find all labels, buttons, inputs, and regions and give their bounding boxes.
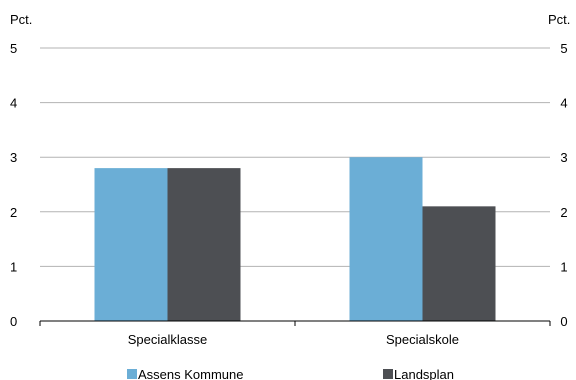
category-label: Specialklasse: [128, 332, 208, 347]
category-label: Specialskole: [386, 332, 459, 347]
y-tick-label-left: 5: [10, 41, 17, 56]
y-tick-label-right: 2: [560, 205, 567, 220]
bars: [94, 157, 496, 321]
legend-label: Landsplan: [394, 367, 454, 380]
y-tick-label-right: 5: [560, 41, 567, 56]
left-axis-ticks: 0 1 2 3 4 5: [10, 41, 17, 329]
legend: Assens Kommune Landsplan: [127, 367, 454, 380]
y-tick-label-left: 1: [10, 259, 17, 274]
bar-landsplan-1: [422, 206, 496, 321]
category-labels: Specialklasse Specialskole: [128, 332, 459, 347]
y-tick-label-left: 4: [10, 96, 17, 111]
y-tick-label-left: 3: [10, 150, 17, 165]
legend-swatch: [127, 369, 137, 379]
right-axis-unit: Pct.: [548, 12, 570, 27]
bar-landsplan-0: [167, 168, 241, 321]
legend-swatch: [383, 369, 393, 379]
y-tick-label-right: 1: [560, 259, 567, 274]
legend-label: Assens Kommune: [138, 367, 244, 380]
right-axis-ticks: 0 1 2 3 4 5: [560, 41, 567, 329]
bar-assens-1: [349, 157, 423, 321]
y-tick-label-right: 4: [560, 96, 567, 111]
x-axis-ticks: [39, 321, 551, 326]
y-tick-label-right: 3: [560, 150, 567, 165]
left-axis-unit: Pct.: [10, 12, 32, 27]
y-tick-label-right: 0: [560, 314, 567, 329]
y-tick-label-left: 0: [10, 314, 17, 329]
y-tick-label-left: 2: [10, 205, 17, 220]
bar-assens-0: [94, 168, 168, 321]
